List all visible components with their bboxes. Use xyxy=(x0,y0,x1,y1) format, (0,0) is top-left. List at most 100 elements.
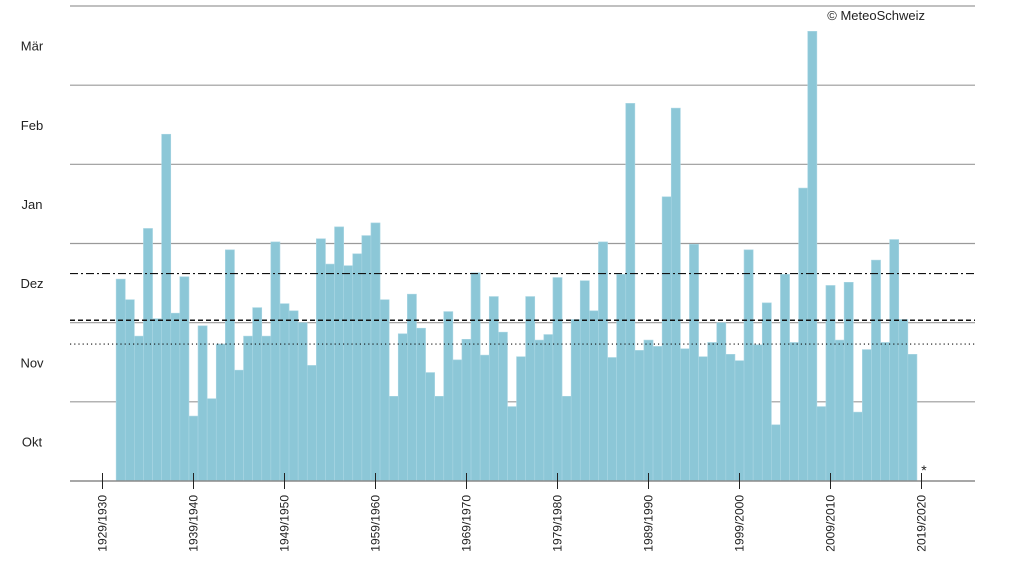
bar xyxy=(306,365,317,482)
bar xyxy=(689,243,699,482)
bar xyxy=(516,356,526,482)
bar xyxy=(507,406,517,482)
bar xyxy=(388,395,399,482)
bar xyxy=(488,296,499,482)
bar xyxy=(297,322,308,482)
bar xyxy=(397,333,408,482)
y-tick-label: Nov xyxy=(20,355,44,370)
x-tick-label: 2009/2010 xyxy=(824,495,838,552)
bar xyxy=(725,354,736,482)
bar xyxy=(880,342,890,482)
x-axis-labels: 1929/1930 1939/1940 1949/1950 1959/1960 1969… xyxy=(96,495,929,552)
bar xyxy=(197,325,208,482)
bar xyxy=(370,222,381,482)
bar xyxy=(643,339,654,482)
bar xyxy=(270,241,281,482)
bar xyxy=(352,253,363,482)
x-tick-label: 1929/1930 xyxy=(96,495,110,552)
x-tick-label: 1989/1990 xyxy=(642,495,656,552)
y-tick-label: Dez xyxy=(20,276,43,291)
bar xyxy=(534,339,545,482)
bar xyxy=(416,327,426,482)
bar xyxy=(161,133,172,482)
bar xyxy=(752,344,763,482)
bar xyxy=(225,249,235,482)
y-tick-label: Okt xyxy=(22,434,43,449)
bar xyxy=(543,334,554,482)
reference-lines xyxy=(70,273,975,345)
bar xyxy=(115,278,126,482)
bar xyxy=(716,322,727,482)
x-tick-label: 1969/1970 xyxy=(460,495,474,552)
bar xyxy=(334,226,344,482)
x-tick-label: 1979/1980 xyxy=(551,495,565,552)
bar xyxy=(343,265,354,482)
x-tick-label: 2019/2020 xyxy=(915,495,929,552)
y-tick-label: Mär xyxy=(21,39,44,54)
bar xyxy=(743,249,754,482)
bar xyxy=(407,293,417,482)
y-tick-label: Feb xyxy=(21,118,43,133)
bar xyxy=(170,312,181,482)
bar xyxy=(889,239,900,482)
bar xyxy=(843,281,854,482)
bar xyxy=(616,274,627,482)
bar xyxy=(798,187,809,482)
bar xyxy=(252,307,263,482)
bar xyxy=(443,311,454,482)
bar xyxy=(479,354,490,482)
bar xyxy=(589,310,599,482)
y-gridlines xyxy=(70,5,975,403)
bar xyxy=(316,238,326,482)
bar xyxy=(143,228,153,482)
bar xyxy=(561,395,572,482)
bar xyxy=(634,350,645,482)
bar xyxy=(780,274,790,482)
bar xyxy=(461,338,472,482)
x-axis xyxy=(70,473,975,489)
bar xyxy=(215,343,226,482)
y-tick-label: Jan xyxy=(22,197,43,212)
x-tick-label: 1949/1950 xyxy=(278,495,292,552)
bar xyxy=(834,339,845,482)
bar xyxy=(816,406,827,482)
credit-text: © MeteoSchweiz xyxy=(827,8,925,23)
bar xyxy=(852,411,863,482)
bar xyxy=(825,285,836,482)
bar xyxy=(261,335,272,482)
bar xyxy=(871,259,881,482)
bar xyxy=(907,354,918,482)
bar xyxy=(707,342,718,482)
bar xyxy=(598,241,608,482)
bar xyxy=(243,335,253,482)
x-tick-label: 1959/1960 xyxy=(369,495,383,552)
bar xyxy=(152,318,162,482)
bar xyxy=(579,280,590,482)
bar xyxy=(188,415,199,482)
bar xyxy=(525,296,536,482)
bar xyxy=(625,103,636,482)
bar xyxy=(862,349,872,482)
bar xyxy=(234,369,244,482)
bar xyxy=(652,346,663,482)
bar xyxy=(607,357,617,482)
bars xyxy=(115,31,918,482)
bar xyxy=(379,299,390,482)
bar xyxy=(134,335,144,482)
bar xyxy=(279,303,290,482)
bar xyxy=(206,398,217,482)
x-tick-label: 1939/1940 xyxy=(187,495,201,552)
bar xyxy=(670,107,681,482)
bar xyxy=(179,276,190,482)
bar xyxy=(661,196,672,482)
bar xyxy=(771,424,781,482)
bar xyxy=(361,235,372,482)
bar xyxy=(789,342,799,482)
bar xyxy=(288,310,299,482)
bar xyxy=(124,299,135,482)
bar xyxy=(761,302,772,482)
bar xyxy=(452,359,463,482)
x-tick-label: 1999/2000 xyxy=(733,495,747,552)
footnote-marker: * xyxy=(921,462,927,478)
